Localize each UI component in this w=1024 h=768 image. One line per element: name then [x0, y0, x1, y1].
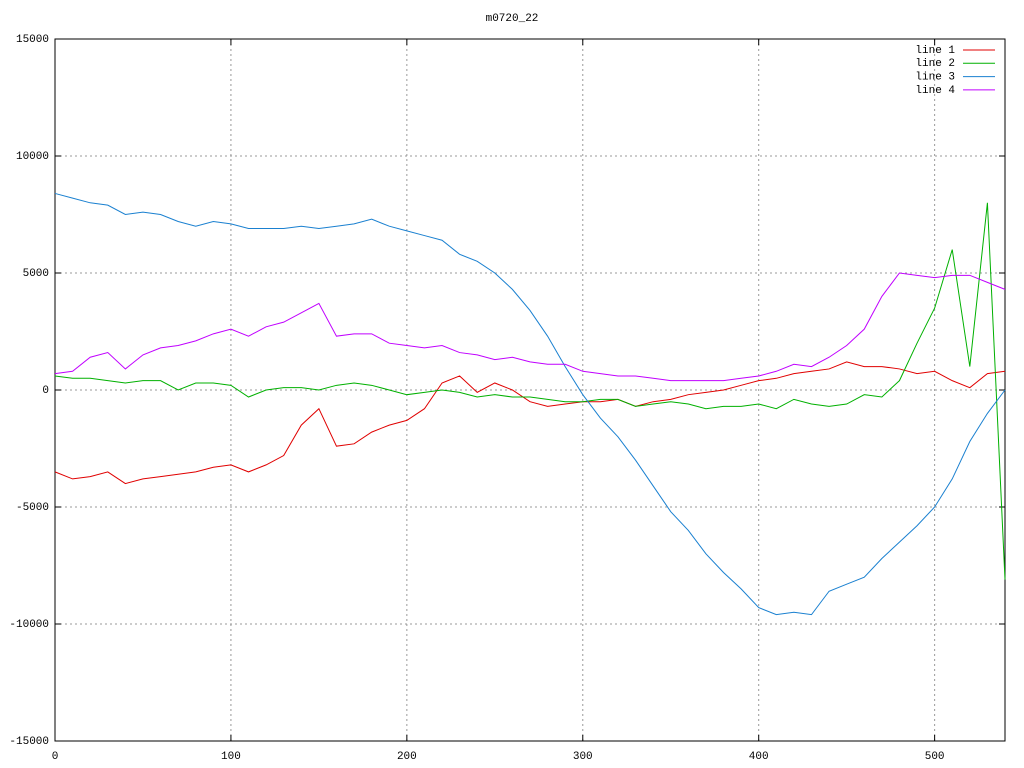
y-tick-label: -10000: [9, 619, 49, 631]
chart-title: m0720_22: [486, 13, 539, 25]
data-line: [54, 202, 1006, 580]
legend-label: line 4: [915, 85, 955, 97]
data-line: [54, 272, 1006, 382]
y-tick-label: -5000: [16, 502, 49, 514]
y-tick-label: 5000: [23, 268, 49, 280]
x-tick-label: 100: [221, 751, 241, 763]
y-tick-label: -15000: [9, 736, 49, 748]
data-line: [54, 192, 1006, 616]
legend-label: line 3: [915, 72, 955, 84]
legend-label: line 2: [915, 58, 955, 70]
x-tick-label: 500: [925, 751, 945, 763]
x-tick-label: 300: [573, 751, 593, 763]
x-tick-label: 0: [52, 751, 59, 763]
data-line: [54, 361, 1006, 485]
x-tick-label: 200: [397, 751, 417, 763]
x-tick-label: 400: [749, 751, 769, 763]
y-tick-label: 10000: [16, 151, 49, 163]
legend-label: line 1: [915, 45, 955, 57]
y-tick-label: 0: [42, 385, 49, 397]
y-tick-label: 15000: [16, 34, 49, 46]
